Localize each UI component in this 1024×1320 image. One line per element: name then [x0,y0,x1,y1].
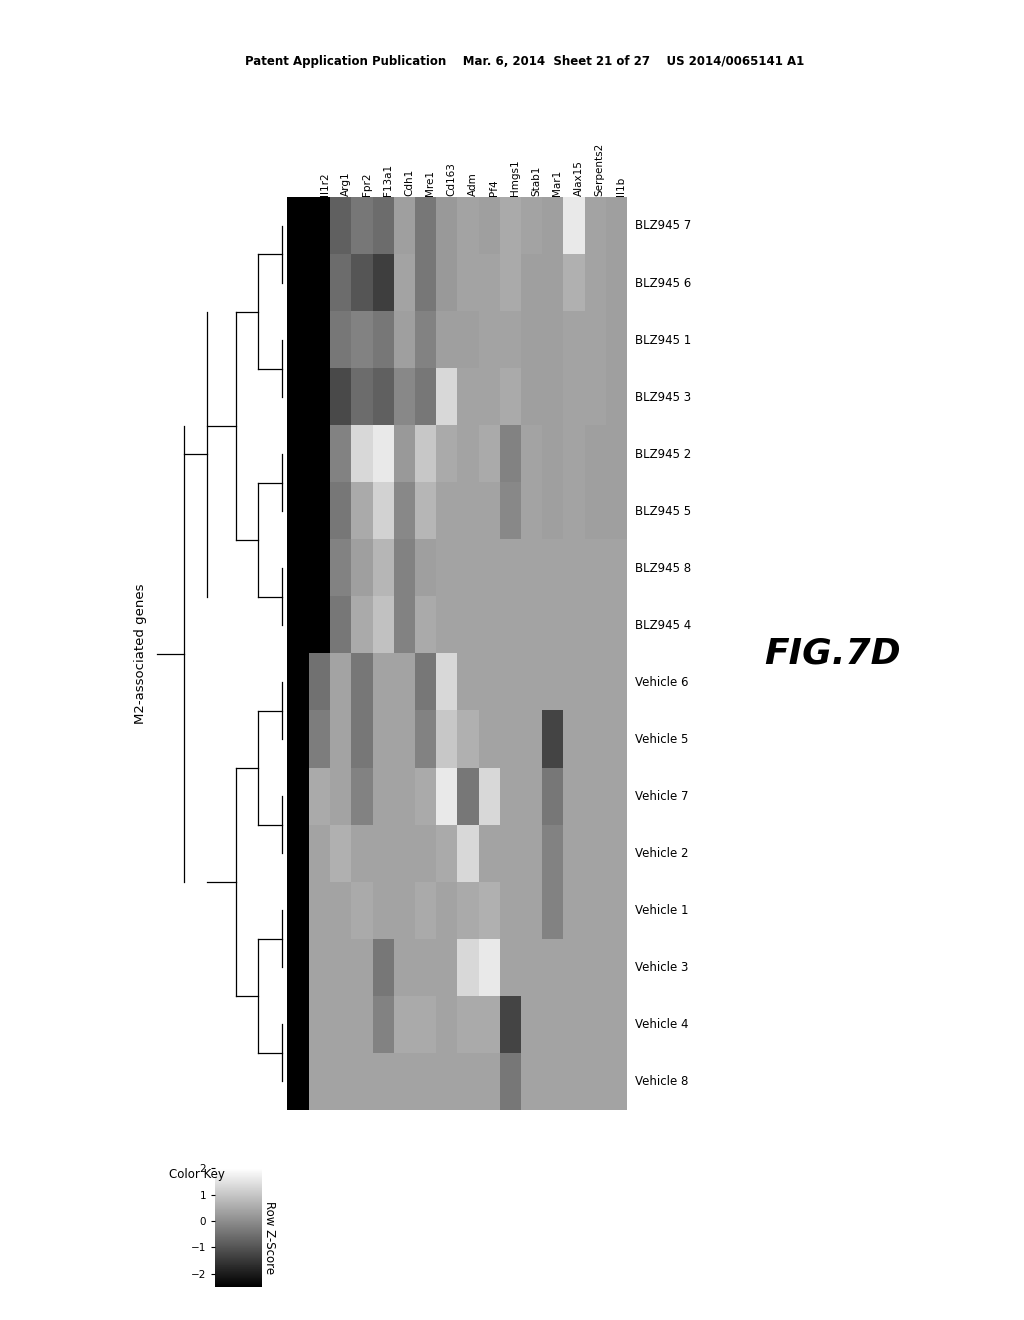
Text: M2-associated genes: M2-associated genes [134,583,147,723]
Text: Vehicle 6: Vehicle 6 [635,676,689,689]
Text: FIG.7D: FIG.7D [765,636,901,671]
Text: Patent Application Publication    Mar. 6, 2014  Sheet 21 of 27    US 2014/006514: Patent Application Publication Mar. 6, 2… [245,54,805,67]
Text: BLZ945 1: BLZ945 1 [635,334,691,347]
Text: BLZ945 8: BLZ945 8 [635,561,691,574]
Text: Vehicle 2: Vehicle 2 [635,846,689,859]
Text: BLZ945 5: BLZ945 5 [635,504,691,517]
Text: BLZ945 4: BLZ945 4 [635,619,691,632]
Text: Color Key: Color Key [169,1168,225,1181]
Text: Vehicle 1: Vehicle 1 [635,904,689,917]
Text: BLZ945 3: BLZ945 3 [635,391,691,404]
Text: Vehicle 5: Vehicle 5 [635,733,688,746]
Text: Vehicle 3: Vehicle 3 [635,961,688,974]
Text: BLZ945 7: BLZ945 7 [635,219,691,232]
Text: Vehicle 7: Vehicle 7 [635,789,689,803]
Text: BLZ945 2: BLZ945 2 [635,447,691,461]
Text: Vehicle 4: Vehicle 4 [635,1018,689,1031]
Text: Row Z-Score: Row Z-Score [263,1201,276,1274]
Text: Vehicle 8: Vehicle 8 [635,1074,688,1088]
Text: BLZ945 6: BLZ945 6 [635,276,691,289]
